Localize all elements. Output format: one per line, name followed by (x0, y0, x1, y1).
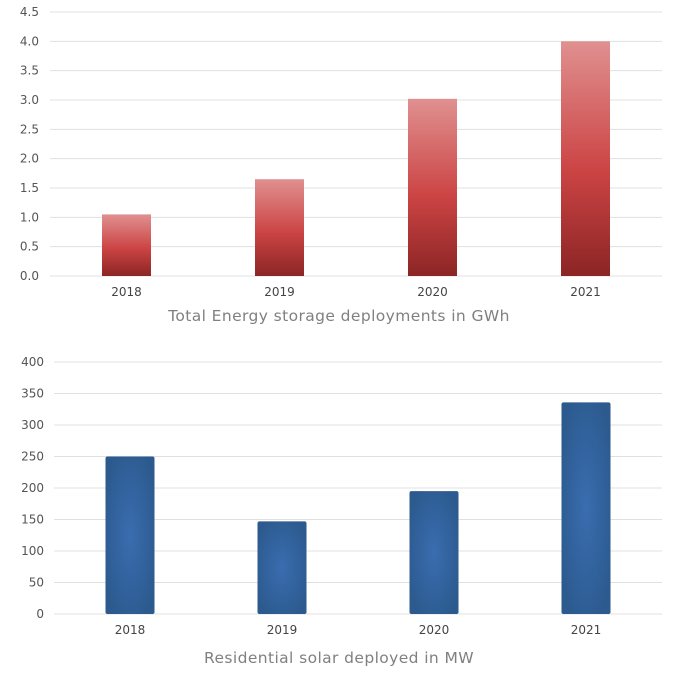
y-tick-label: 350 (21, 387, 44, 401)
y-tick-label: 0.5 (20, 240, 39, 254)
y-tick-label: 0 (36, 607, 44, 621)
x-tick-label: 2021 (570, 285, 601, 299)
chart-title: Total Energy storage deployments in GWh (167, 307, 510, 325)
bar-2021 (561, 41, 610, 277)
x-tick-label: 2019 (264, 285, 295, 299)
bar-2019 (257, 521, 307, 614)
y-tick-label: 2.5 (20, 122, 39, 136)
y-tick-label: 50 (29, 576, 44, 590)
bar-2019 (255, 179, 304, 276)
x-tick-label: 2020 (419, 623, 450, 637)
chart-title: Residential solar deployed in MW (204, 649, 474, 667)
bar-2020 (408, 98, 457, 277)
y-tick-label: 250 (21, 450, 44, 464)
y-tick-label: 150 (21, 513, 44, 527)
x-tick-label: 2018 (111, 285, 142, 299)
bar-2021 (561, 402, 611, 614)
bar-2020 (409, 491, 459, 614)
y-tick-label: 3.0 (20, 93, 39, 107)
y-tick-label: 4.0 (20, 34, 39, 48)
y-tick-label: 2.0 (20, 152, 39, 166)
bar-2018 (102, 214, 151, 276)
y-tick-label: 1.0 (20, 210, 39, 224)
y-tick-label: 0.0 (20, 269, 39, 283)
y-tick-label: 100 (21, 544, 44, 558)
x-tick-label: 2018 (115, 623, 146, 637)
energy-storage-chart: 0.0 0.5 1.0 1.5 2.0 2.5 3.0 3.5 4.0 4.5 2018 2019 2… (20, 5, 662, 325)
y-tick-label: 300 (21, 418, 44, 432)
y-tick-label: 4.5 (20, 5, 39, 19)
x-tick-label: 2020 (417, 285, 448, 299)
y-tick-label: 1.5 (20, 181, 39, 195)
y-tick-label: 3.5 (20, 64, 39, 78)
x-tick-label: 2019 (267, 623, 298, 637)
residential-solar-chart: 0 50 100 150 200 250 300 350 400 2018 2019 2020 202… (21, 355, 662, 667)
bar-2018 (105, 456, 155, 614)
y-tick-label: 200 (21, 481, 44, 495)
x-tick-label: 2021 (571, 623, 602, 637)
y-tick-label: 400 (21, 355, 44, 369)
